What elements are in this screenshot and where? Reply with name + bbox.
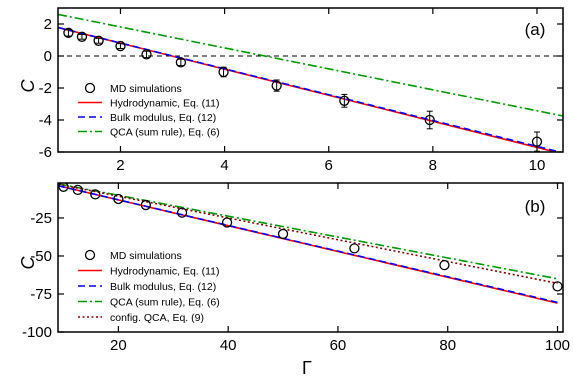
data-point bbox=[115, 40, 126, 52]
data-point bbox=[93, 35, 104, 46]
y-tick-label: -75 bbox=[30, 286, 52, 303]
data-point bbox=[218, 66, 229, 78]
y-tick-label: 0 bbox=[44, 48, 52, 65]
y-tick-label: -2 bbox=[39, 80, 52, 97]
legend-label: Hydrodynamic, Eq. (11) bbox=[110, 98, 220, 110]
x-tick-label: 80 bbox=[439, 337, 456, 354]
data-point bbox=[424, 114, 435, 126]
data-point bbox=[113, 193, 124, 205]
legend-marker bbox=[84, 82, 96, 94]
series-line-1 bbox=[58, 26, 559, 152]
y-tick-label: -50 bbox=[30, 248, 52, 265]
x-tick-label: 6 bbox=[325, 157, 333, 174]
data-point bbox=[552, 281, 563, 292]
panel-b: 20 40 60 80 100 -100 -75 -50 -25 C Γ (b) MD simulati… bbox=[18, 182, 570, 378]
data-point bbox=[72, 184, 83, 195]
legend: MD simulations Hydrodynamic, Eq. (11) Bulk… bbox=[78, 249, 220, 324]
x-tick-label: 20 bbox=[110, 337, 127, 354]
data-point bbox=[277, 228, 289, 240]
panel-label: (b) bbox=[525, 197, 546, 216]
legend-label: QCA (sum rule), Eq. (6) bbox=[110, 127, 220, 139]
legend-label: Bulk modulus, Eq. (12) bbox=[110, 281, 216, 293]
x-tick-label: 10 bbox=[529, 157, 546, 174]
plot-frame bbox=[57, 7, 564, 153]
data-area bbox=[58, 183, 563, 304]
data-point bbox=[221, 217, 233, 228]
x-tick-label: 60 bbox=[330, 337, 347, 354]
y-tick-label: -6 bbox=[39, 144, 52, 161]
y-tick-label: 2 bbox=[44, 16, 52, 33]
series-line-4 bbox=[58, 183, 558, 285]
x-tick-label: 2 bbox=[116, 157, 124, 174]
legend-marker bbox=[84, 249, 96, 261]
legend-label: MD simulations bbox=[110, 83, 182, 95]
y-tick-label: -100 bbox=[22, 324, 52, 341]
data-point bbox=[63, 27, 74, 38]
x-tick-label: 4 bbox=[220, 157, 228, 174]
data-point bbox=[141, 49, 152, 60]
data-point bbox=[76, 31, 88, 42]
legend-label: MD simulations bbox=[110, 250, 182, 262]
legend: MD simulations Hydrodynamic, Eq. (11) Bulk… bbox=[78, 82, 220, 139]
data-point bbox=[58, 183, 69, 192]
data-point bbox=[90, 189, 101, 200]
x-tick-label: 100 bbox=[545, 337, 570, 354]
y-axis-label: C bbox=[18, 256, 38, 270]
panel-label: (a) bbox=[525, 20, 546, 39]
series-line-2 bbox=[58, 26, 563, 152]
legend-label: Bulk modulus, Eq. (12) bbox=[110, 112, 216, 124]
data-point bbox=[439, 259, 450, 271]
y-axis-label: C bbox=[18, 79, 38, 93]
data-point bbox=[349, 243, 360, 254]
x-axis-label: Γ bbox=[302, 358, 312, 378]
data-area bbox=[58, 13, 563, 152]
y-tick-label: -25 bbox=[30, 210, 52, 227]
y-tick-label: -4 bbox=[39, 112, 52, 129]
series-line-2 bbox=[58, 184, 558, 304]
series-line-3 bbox=[58, 13, 563, 117]
legend-label: Hydrodynamic, Eq. (11) bbox=[110, 266, 220, 278]
panel-a: 2 4 6 8 10 -6 -4 -2 0 2 C (a) MD simulations Hydrodyn… bbox=[18, 7, 564, 174]
data-point bbox=[175, 57, 187, 68]
data-point bbox=[140, 199, 151, 211]
plot-frame bbox=[57, 182, 564, 333]
legend-label: config. QCA, Eq. (9) bbox=[110, 312, 204, 324]
legend-label: QCA (sum rule), Eq. (6) bbox=[110, 297, 220, 309]
x-tick-label: 8 bbox=[429, 157, 437, 174]
data-point bbox=[339, 95, 350, 106]
x-tick-label: 40 bbox=[220, 337, 237, 354]
data-point bbox=[271, 80, 282, 91]
data-point bbox=[176, 207, 188, 218]
